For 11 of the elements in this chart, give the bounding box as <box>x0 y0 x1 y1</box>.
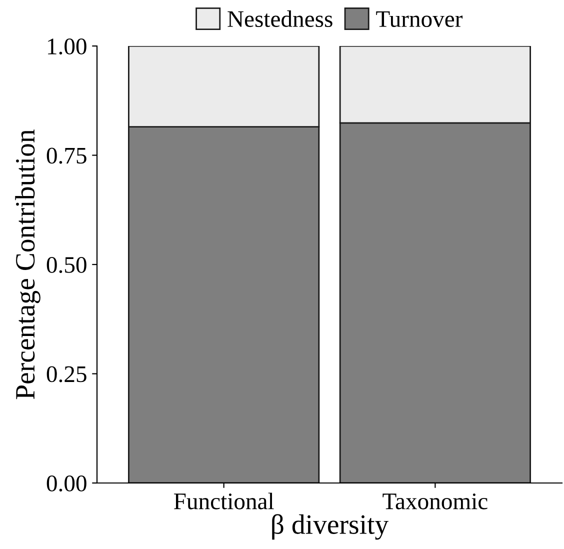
y-tick-label: 1.00 <box>48 38 86 55</box>
x-tick-label: Functional <box>174 492 274 510</box>
y-tick-label: 0.00 <box>46 475 86 492</box>
y-tick-label: 0.75 <box>46 148 86 164</box>
legend-label: Turnover <box>376 11 463 28</box>
y-tick-label: 0.50 <box>46 256 86 274</box>
x-axis-title: β diversity <box>272 514 389 540</box>
x-tick-label: Taxonomic <box>382 493 488 510</box>
y-axis-title: Percentage Contribution <box>15 130 40 400</box>
legend-label: Nestedness <box>228 10 332 28</box>
y-tick-label: 0.25 <box>46 366 86 382</box>
